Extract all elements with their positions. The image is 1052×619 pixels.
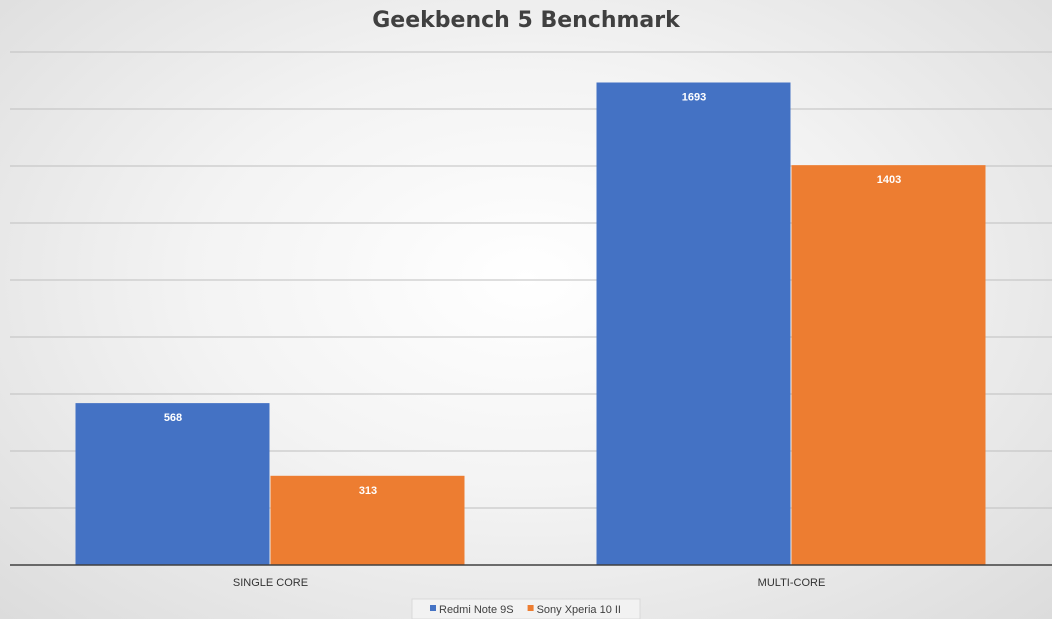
legend-box: [411, 598, 641, 619]
data-label: 568: [164, 412, 182, 424]
category-label: MULTI-CORE: [758, 577, 826, 589]
bar-multi-core-2: [791, 165, 986, 565]
category-labels: SINGLE CORE MULTI-CORE: [233, 577, 825, 589]
data-label: 1403: [877, 174, 901, 186]
legend-entry: Redmi Note 9S: [439, 604, 514, 616]
bar-single-core-2: [270, 475, 465, 565]
legend-entry: Sony Xperia 10 II: [537, 604, 621, 616]
legend: Redmi Note 9S Sony Xperia 10 II: [411, 598, 641, 619]
data-label: 313: [359, 485, 377, 497]
bars: 568 313 1693 1403: [75, 82, 986, 566]
data-label: 1693: [682, 91, 706, 103]
legend-swatch: [430, 605, 436, 611]
bar-multi-core-1: [596, 82, 791, 566]
category-label: SINGLE CORE: [233, 577, 308, 589]
legend-swatch: [527, 605, 534, 611]
bar-single-core-1: [75, 403, 270, 565]
chart-title: Geekbench 5 Benchmark: [372, 8, 681, 33]
